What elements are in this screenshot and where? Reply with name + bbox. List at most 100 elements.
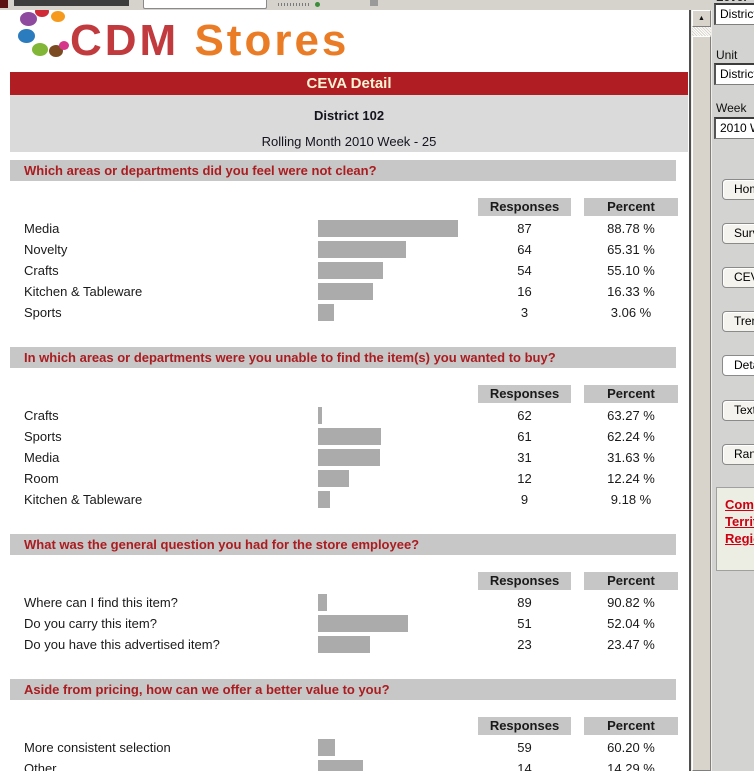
- scrollbar-track[interactable]: [692, 27, 711, 36]
- table-row: More consistent selection 59 60.20 %: [10, 737, 688, 758]
- survey-section: Which areas or departments did you feel …: [10, 160, 688, 323]
- row-percent: 55.10 %: [607, 263, 655, 278]
- responses-header: Responses: [478, 198, 571, 216]
- logo-dot-red: [35, 6, 49, 17]
- week-label: Week: [716, 101, 747, 115]
- row-responses: 64: [517, 242, 532, 257]
- toolbar-status-dot-icon: [315, 2, 320, 7]
- row-responses: 16: [517, 284, 532, 299]
- row-label: Do you have this advertised item?: [24, 637, 220, 652]
- survey-section: What was the general question you had fo…: [10, 534, 688, 655]
- toolbar-mark: [370, 0, 378, 6]
- row-percent: 9.18 %: [610, 492, 652, 507]
- link-region[interactable]: Region: [725, 531, 754, 546]
- question-bar: Which areas or departments did you feel …: [10, 160, 676, 181]
- logo-dot-orange: [51, 11, 65, 22]
- scrollbar-thumb[interactable]: [692, 36, 711, 771]
- table-row: Crafts 54 55.10 %: [10, 260, 688, 281]
- report-title-bar: CEVA Detail: [10, 72, 688, 95]
- response-bar: [318, 283, 373, 300]
- report-subtitle-box: District 102 Rolling Month 2010 Week - 2…: [10, 95, 688, 152]
- column-header-row: Responses Percent: [10, 385, 688, 403]
- chrome-corner-mark: [0, 0, 8, 8]
- question-bar: In which areas or departments were you u…: [10, 347, 676, 368]
- row-responses: 31: [517, 450, 532, 465]
- response-bar: [318, 262, 383, 279]
- percent-header: Percent: [584, 572, 678, 590]
- table-row: Sports 3 3.06 %: [10, 302, 688, 323]
- row-percent: 65.31 %: [607, 242, 655, 257]
- browser-chrome-strip: [0, 0, 712, 10]
- table-row: Media 87 88.78 %: [10, 218, 688, 239]
- row-label: Media: [24, 221, 60, 236]
- table-row: Do you have this advertised item? 23 23.…: [10, 634, 688, 655]
- row-percent: 62.24 %: [607, 429, 655, 444]
- table-row: Sports 61 62.24 %: [10, 426, 688, 447]
- level-label-clipped: Level: [716, 0, 754, 4]
- nav-button-survey[interactable]: Survey: [722, 223, 754, 244]
- table-row: Media 31 31.63 %: [10, 447, 688, 468]
- logo: CDM Stores: [10, 6, 688, 72]
- row-label: Sports: [24, 305, 62, 320]
- report-period: Rolling Month 2010 Week - 25: [261, 134, 437, 149]
- row-responses: 61: [517, 429, 532, 444]
- response-bar: [318, 760, 363, 771]
- percent-header: Percent: [584, 717, 678, 735]
- response-bar: [318, 636, 370, 653]
- response-bar: [318, 241, 406, 258]
- row-responses: 89: [517, 595, 532, 610]
- row-percent: 14.29 %: [607, 761, 655, 771]
- row-label: Room: [24, 471, 59, 486]
- row-percent: 90.82 %: [607, 595, 655, 610]
- link-territory[interactable]: Territory: [725, 514, 754, 529]
- row-responses: 23: [517, 637, 532, 652]
- row-percent: 88.78 %: [607, 221, 655, 236]
- row-label: Crafts: [24, 408, 59, 423]
- address-bar-clipped[interactable]: [143, 0, 267, 9]
- response-bar: [318, 470, 349, 487]
- row-responses: 87: [517, 221, 532, 236]
- report-unit: District 102: [313, 108, 385, 123]
- responses-header: Responses: [478, 572, 571, 590]
- table-row: Kitchen & Tableware 16 16.33 %: [10, 281, 688, 302]
- row-label: Novelty: [24, 242, 68, 257]
- row-responses: 59: [517, 740, 532, 755]
- week-select[interactable]: 2010 Week - 25: [714, 117, 754, 139]
- unit-select[interactable]: District: [714, 63, 754, 85]
- logo-wordmark: CDM Stores: [70, 16, 349, 66]
- content-divider: [689, 0, 691, 771]
- question-bar: Aside from pricing, how can we offer a b…: [10, 679, 676, 700]
- nav-button-text[interactable]: Text: [722, 400, 754, 421]
- vertical-scrollbar[interactable]: ▲: [691, 0, 712, 771]
- nav-button-trend[interactable]: Trend: [722, 311, 754, 332]
- nav-button-detail[interactable]: Detail: [722, 355, 754, 376]
- response-bar: [318, 428, 381, 445]
- row-percent: 23.47 %: [607, 637, 655, 652]
- scrollbar-up-arrow-icon[interactable]: ▲: [692, 10, 711, 27]
- row-label: Where can I find this item?: [24, 595, 178, 610]
- brand-cdm: CDM: [70, 16, 180, 65]
- responses-header: Responses: [478, 717, 571, 735]
- table-row: Novelty 64 65.31 %: [10, 239, 688, 260]
- nav-button-home[interactable]: Home: [722, 179, 754, 200]
- link-company[interactable]: Company: [725, 497, 754, 512]
- report-page: CDM Stores CEVA Detail District 102 Roll…: [10, 6, 688, 771]
- row-responses: 3: [520, 305, 529, 320]
- row-percent: 3.06 %: [610, 305, 652, 320]
- brand-stores: Stores: [194, 16, 350, 65]
- row-label: Media: [24, 450, 60, 465]
- logo-dot-purple: [20, 12, 37, 26]
- row-label: Other: [24, 761, 57, 771]
- nav-button-rank[interactable]: Rank: [722, 444, 754, 465]
- row-percent: 12.24 %: [607, 471, 655, 486]
- row-label: Do you carry this item?: [24, 616, 157, 631]
- level-select[interactable]: District: [714, 3, 754, 25]
- row-percent: 16.33 %: [607, 284, 655, 299]
- toolbar-grip-dots: [278, 3, 310, 6]
- row-label: Kitchen & Tableware: [24, 284, 143, 299]
- row-percent: 63.27 %: [607, 408, 655, 423]
- column-header-row: Responses Percent: [10, 572, 688, 590]
- row-percent: 31.63 %: [607, 450, 655, 465]
- scope-links-box: Company Territory Region: [716, 487, 754, 571]
- nav-button-ceva[interactable]: CEVA: [722, 267, 754, 288]
